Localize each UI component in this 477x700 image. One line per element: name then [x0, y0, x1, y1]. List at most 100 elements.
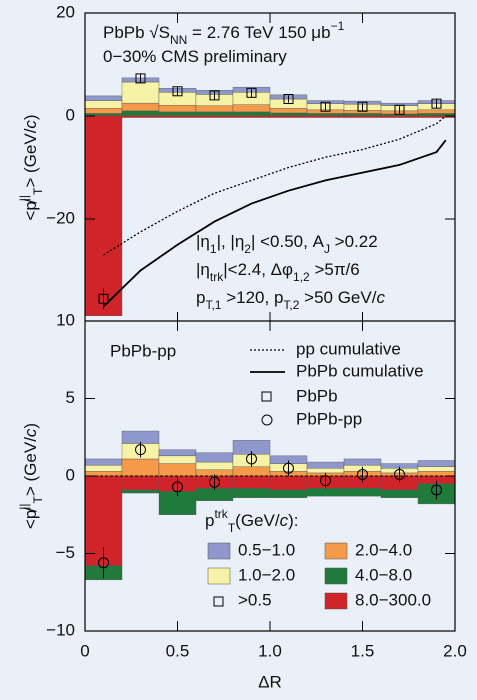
- point: [320, 475, 331, 487]
- bar-segment: [232, 475, 271, 489]
- text-segment: > (GeV/: [21, 128, 40, 187]
- text-segment: >0.22: [330, 232, 378, 251]
- bar-segment: [84, 115, 123, 317]
- legend-label: >0.5: [238, 590, 272, 609]
- bar-segment: [121, 81, 160, 104]
- text-segment: −1: [331, 19, 345, 33]
- point: [283, 462, 294, 474]
- text-segment: NN: [170, 33, 187, 47]
- bar-segment: [195, 452, 234, 463]
- text-segment: c: [376, 288, 385, 307]
- bar-segment: [84, 108, 123, 114]
- text-segment: |<2.4, Δφ: [223, 260, 293, 279]
- text-segment: J: [324, 242, 330, 256]
- bar-segment: [121, 102, 160, 112]
- bar-segment: [417, 460, 456, 467]
- bar-segment: [195, 488, 234, 501]
- text-segment: p: [205, 511, 214, 530]
- x-tick-label: 1.5: [351, 641, 375, 660]
- text-segment: > (GeV/: [21, 437, 40, 496]
- point: [209, 476, 220, 488]
- y-tick-label: 0: [66, 465, 75, 484]
- text-segment: PbPb √S: [103, 23, 170, 42]
- text-segment: T: [228, 521, 236, 535]
- x-tick-label: 2.0: [443, 641, 467, 660]
- text-segment: (GeV/: [235, 511, 280, 530]
- legend-marker: [213, 596, 224, 607]
- legend-swatch: [324, 592, 348, 610]
- text-segment: c: [21, 120, 40, 129]
- bar-segment: [121, 458, 160, 477]
- bar-segment: [195, 105, 234, 113]
- bar-segment: [417, 109, 456, 114]
- point: [98, 557, 109, 569]
- y-tick-label: 0: [66, 105, 75, 124]
- annotation: |η1|, |η2| <0.50, AJ >0.22: [196, 232, 378, 256]
- annotation: PbPb √SNN = 2.76 TeV 150 μb−1: [103, 19, 345, 47]
- frame: [84, 12, 456, 632]
- point: [320, 101, 331, 112]
- text-segment: = 2.76 TeV 150 μb: [187, 23, 330, 42]
- point: [431, 98, 442, 109]
- y-axis-label: <p̸||T> (GeV/c): [17, 114, 45, 220]
- bar-segment: [343, 458, 382, 466]
- text-segment: trk: [210, 270, 224, 284]
- annotation: |ηtrk|<2.4, Δφ1,2 >5π/6: [196, 260, 360, 284]
- text-segment: ): [21, 114, 40, 120]
- cumulative-line: [103, 115, 447, 256]
- text-segment: 1: [210, 242, 217, 256]
- bar-segment: [84, 458, 123, 466]
- legend-swatch: [207, 542, 231, 560]
- y-tick-label: −5: [56, 543, 75, 562]
- text-segment: ||: [17, 195, 31, 201]
- bar-segment: [121, 475, 160, 491]
- text-segment: 0−30% CMS preliminary: [103, 47, 287, 66]
- text-segment: <p̸: [21, 507, 40, 529]
- text-segment: |, |η: [217, 232, 245, 251]
- y-tick-label: 5: [66, 388, 75, 407]
- text-segment: T,2: [283, 298, 299, 312]
- y-axis-label: <p̸||T> (GeV/c): [17, 423, 45, 529]
- text-segment: ): [21, 423, 40, 429]
- legend-label: PbPb-pp: [296, 409, 362, 428]
- bar-segment: [195, 461, 234, 470]
- bar-segment: [232, 111, 271, 117]
- x-tick-label: 0.5: [166, 641, 190, 660]
- legend-title: ptrkT(GeV/c):: [205, 507, 298, 535]
- bar-segment: [417, 466, 456, 472]
- point: [394, 104, 405, 115]
- bar-segment: [121, 489, 160, 494]
- x-tick-label: 1.0: [258, 641, 282, 660]
- panel-title: PbPb-pp: [110, 341, 176, 360]
- y-tick-label: 20: [56, 2, 75, 21]
- point: [431, 484, 442, 496]
- point: [246, 87, 257, 98]
- text-segment: T: [31, 495, 45, 503]
- text-segment: |η: [196, 260, 210, 279]
- text-segment: <p̸: [21, 198, 40, 220]
- bar-segment: [158, 449, 197, 457]
- legend-swatch: [207, 567, 231, 585]
- legend-label: 8.0−300.0: [355, 590, 431, 609]
- text-segment: p: [196, 288, 205, 307]
- x-axis-label: ΔR: [258, 672, 282, 691]
- legend-marker: [261, 414, 273, 426]
- text-segment: ||: [17, 503, 31, 509]
- text-segment: 1,2: [293, 270, 310, 284]
- bar-segment: [84, 100, 123, 109]
- point: [172, 86, 183, 97]
- point: [283, 94, 294, 105]
- legend-label: 0.5−1.0: [238, 540, 295, 559]
- x-tick-label: 0: [80, 641, 89, 660]
- text-segment: c: [280, 511, 289, 530]
- y-tick-label: −10: [46, 620, 75, 639]
- bar-segment: [343, 488, 382, 497]
- text-segment: >5π/6: [310, 260, 360, 279]
- text-segment: ):: [288, 511, 298, 530]
- text-segment: trk: [214, 507, 228, 521]
- bar-segment: [84, 471, 123, 477]
- legend-label: PbPb: [296, 386, 338, 405]
- legend-marker: [261, 391, 272, 402]
- point: [394, 468, 405, 480]
